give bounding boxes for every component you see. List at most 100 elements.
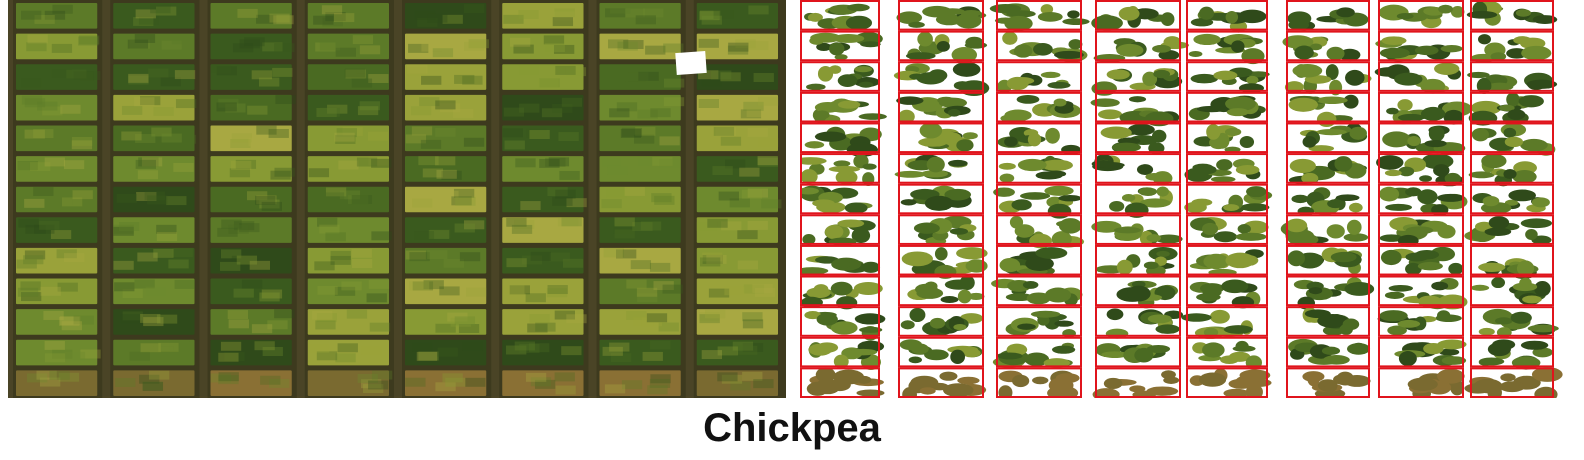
plot-bounding-box: [1470, 153, 1554, 184]
field-plot: [405, 94, 487, 121]
segmented-plot: [898, 214, 984, 246]
plot-bounding-box: [1095, 91, 1181, 123]
plot-bounding-box: [1378, 153, 1464, 184]
segmented-plot: [800, 306, 886, 341]
segmented-plot: [1184, 183, 1273, 215]
plot-bounding-box: [1286, 153, 1370, 184]
field-plot: [599, 309, 681, 335]
plot-bounding-box: [800, 275, 880, 307]
segmented-plot: [1286, 244, 1370, 276]
segmented-plot: [800, 30, 883, 62]
plot-bounding-box: [1286, 214, 1370, 245]
plot-bounding-box: [800, 91, 880, 123]
segmented-plot: [1378, 122, 1466, 155]
field-plot: [307, 278, 390, 305]
plot-bounding-box: [1186, 153, 1268, 184]
plot-bounding-box: [1470, 91, 1554, 123]
segmented-plot: [1091, 0, 1181, 31]
segmented-plot: [1464, 367, 1563, 398]
field-plot: [307, 156, 392, 182]
segmented-plot: [1378, 367, 1465, 398]
segmented-plot: [1286, 306, 1370, 337]
segmented-plot: [996, 61, 1082, 94]
plot-bounding-box: [1470, 183, 1554, 215]
field-plot: [210, 247, 292, 274]
field-plot: [599, 33, 684, 60]
plot-bounding-box: [1095, 61, 1181, 92]
plot-bounding-box: [1470, 244, 1554, 276]
segmented-plot: [996, 91, 1082, 123]
field-plot: [307, 247, 389, 274]
field-plot: [16, 370, 98, 396]
plot-bounding-box: [898, 91, 984, 123]
field-plot: [405, 339, 487, 366]
segmented-plot: [1374, 61, 1464, 94]
segmented-plot: [1186, 0, 1268, 33]
field-plot: [696, 339, 778, 366]
field-plot: [696, 3, 778, 29]
plot-bounding-box: [1095, 214, 1181, 245]
field-plot: [599, 3, 681, 29]
plot-bounding-box: [1378, 30, 1464, 62]
field-path: [588, 0, 597, 398]
field-plot: [696, 156, 778, 182]
segmented-plot: [898, 275, 985, 307]
plot-bounding-box: [898, 244, 984, 276]
segmented-plot: [1095, 122, 1181, 155]
plot-bounding-box: [1286, 91, 1370, 123]
field-path: [685, 0, 694, 398]
field-plot: [113, 309, 195, 335]
field-plot: [696, 370, 778, 396]
field-plot: [696, 186, 782, 213]
field-plot: [307, 94, 389, 121]
field-plot: [599, 247, 681, 274]
segmented-plot: [1280, 214, 1370, 246]
field-plot: [16, 64, 101, 90]
plot-bounding-box: [898, 183, 984, 215]
segmented-plot: [1286, 367, 1371, 398]
plot-bounding-box: [800, 183, 880, 215]
segmented-plot: [989, 0, 1090, 32]
segmented-plot: [1095, 275, 1181, 309]
field-plot: [210, 339, 292, 366]
plot-bounding-box: [800, 61, 880, 92]
segmented-plot: [800, 153, 880, 187]
segmented-plot: [1375, 30, 1464, 62]
field-plot: [307, 217, 392, 243]
plot-bounding-box: [800, 336, 880, 368]
plot-bounding-box: [800, 122, 880, 154]
field-plot: [502, 94, 584, 121]
plot-bounding-box: [996, 91, 1082, 123]
field-plot: [405, 64, 487, 90]
field-plot: [16, 186, 98, 213]
field-plot: [502, 370, 584, 396]
plot-bounding-box: [1378, 336, 1464, 368]
field-plot: [502, 156, 584, 182]
segmented-plot: [1095, 244, 1181, 277]
segmented-plot: [800, 91, 887, 124]
segmented-plot: [996, 367, 1082, 398]
plot-bounding-box: [1470, 275, 1554, 307]
figure-caption: Chickpea: [703, 406, 881, 450]
field-plot: [210, 370, 292, 396]
field-plot: [405, 3, 487, 29]
segmented-plot: [893, 61, 990, 96]
plot-bounding-box: [1186, 306, 1268, 337]
plot-bounding-box: [800, 367, 880, 398]
plot-bounding-box: [996, 244, 1082, 276]
plot-bounding-box: [1186, 122, 1268, 154]
segmented-plot: [1470, 122, 1556, 156]
plot-bounding-box: [898, 214, 984, 245]
segmented-plot: [996, 30, 1088, 62]
plot-bounding-box: [800, 30, 880, 62]
segmented-plot: [800, 61, 880, 92]
plot-bounding-box: [1186, 91, 1268, 123]
field-plot: [696, 125, 779, 152]
plot-bounding-box: [1286, 275, 1370, 307]
segmented-plot: [1377, 306, 1464, 337]
field-plot: [16, 278, 98, 305]
plot-bounding-box: [1378, 183, 1464, 215]
field-plot: [502, 125, 584, 152]
plot-bounding-box: [1378, 244, 1464, 276]
plot-bounding-box: [898, 122, 984, 154]
